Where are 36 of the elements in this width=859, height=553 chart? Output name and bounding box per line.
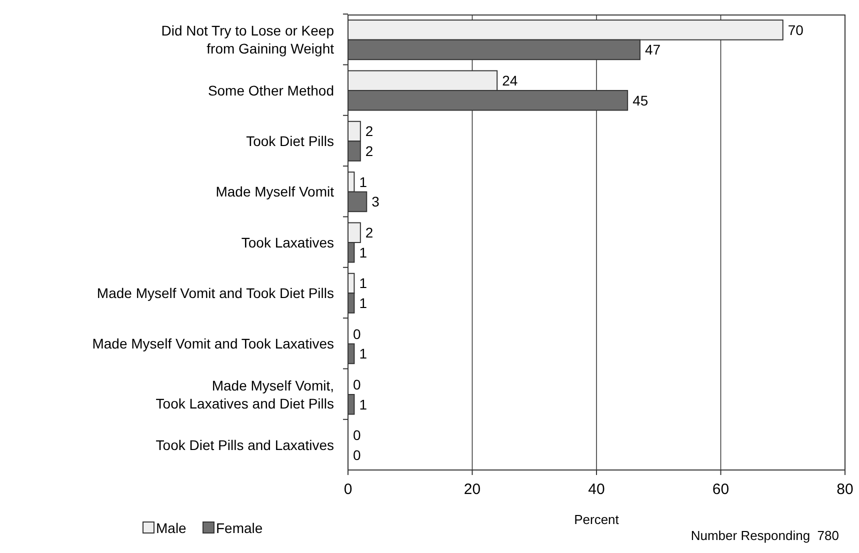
data-label: 1 [359, 174, 368, 190]
x-tick-label: 80 [836, 481, 854, 498]
x-tick-label: 40 [588, 481, 605, 498]
data-label: 2 [365, 224, 374, 241]
data-label: 0 [353, 427, 361, 444]
data-label: 1 [359, 396, 368, 412]
legend-label: Female [216, 520, 263, 536]
data-label: 2 [365, 142, 374, 159]
data-label: 0 [353, 446, 361, 463]
y-tick-label: Took Diet Pills and Laxatives [156, 437, 334, 454]
y-tick-label: Took Laxatives [241, 234, 334, 250]
x-tick-label: 0 [344, 481, 352, 498]
text: Number Responding 780 [690, 528, 839, 543]
data-label: 1 [359, 244, 368, 260]
y-tick-label: Took Diet Pills [246, 133, 334, 150]
data-label: 1 [359, 294, 368, 311]
data-label: 24 [502, 72, 518, 89]
data-label: 3 [372, 194, 380, 210]
data-label: 0 [353, 376, 361, 393]
y-tick-label: Made Myself Vomit [216, 184, 334, 200]
y-tick-label: Made Myself Vomit, Took Laxatives and Diet Pills [156, 377, 334, 412]
x-tick-label: 20 [464, 481, 481, 498]
y-tick-label: Made Myself Vomit and Took Diet Pills [96, 285, 334, 302]
data-label: 47 [644, 42, 661, 58]
y-tick-label: Some Other Method [208, 82, 334, 98]
data-label: 0 [353, 326, 361, 342]
x-axis-title: Percent [574, 512, 620, 527]
y-tick-label: Did Not Try to Lose or Keep from Gaining Weight [161, 22, 334, 57]
x-tick-label: 60 [712, 481, 730, 498]
legend-label: Male [156, 520, 187, 536]
data-label: 70 [788, 22, 804, 38]
y-tick-label: Made Myself Vomit and Took Laxatives [92, 336, 334, 352]
data-label: 1 [359, 275, 368, 292]
data-label: 1 [359, 346, 368, 362]
data-label: 45 [632, 92, 648, 108]
data-label: 2 [365, 123, 374, 140]
